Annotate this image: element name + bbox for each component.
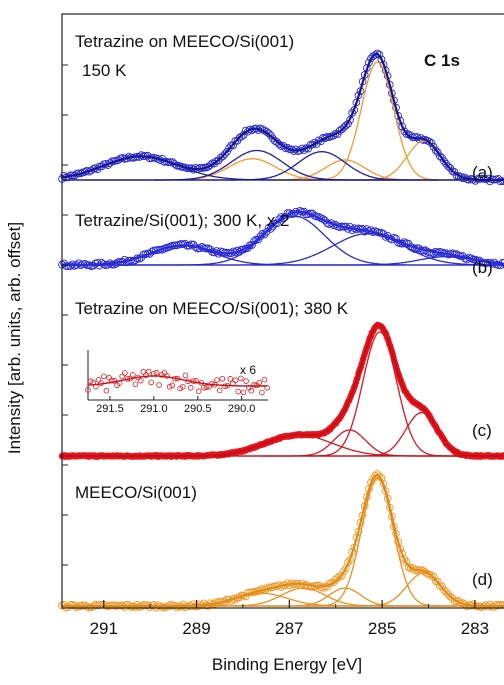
inset-label: x 6 [240,363,256,377]
inset-data-point [262,377,267,382]
inset-data-point [217,388,222,393]
panel-a-annotation-2: 150 K [82,61,127,80]
inset-data-point [141,369,146,374]
inset-x-tick-label: 290.0 [228,403,256,415]
panel-a-annotation-1: Tetrazine on MEECO/Si(001) [75,32,294,51]
panel-a-component-6 [76,151,438,181]
inset-data-point [228,376,233,381]
panel-a-label: (a) [472,163,493,182]
inset-data-point [241,390,246,395]
inset-x-tick-label: 291.0 [140,403,168,415]
y-axis-label: Intensity [arb. units, arb. offset] [5,222,24,454]
inset-data-point [104,388,109,393]
chart-title: C 1s [424,51,460,70]
inset-data-point [96,377,101,382]
inset-x-tick-label: 291.5 [96,403,124,415]
inset-data-point [236,389,241,394]
inset-data-point [157,383,162,388]
plot-area [59,50,504,611]
inset-data-point [196,389,201,394]
x-tick-label: 291 [90,619,118,638]
panel-a-component-1 [263,62,491,180]
panel-c-data-points [59,322,504,460]
x-tick-label: 287 [275,619,303,638]
panel-d-annotation-1: MEECO/Si(001) [75,483,197,502]
inset-plot: 291.5 291.0 290.5 290.0 [86,350,270,415]
inset-x-tick-label: 290.5 [184,403,212,415]
inset-data-point [149,380,154,385]
x-tick-label: 289 [182,619,210,638]
panel-c-label: (c) [472,421,492,440]
inset-data-point [138,378,143,383]
inset-data-point [215,378,220,383]
inset-data-point [133,382,138,387]
panel-c-fit-envelope [62,325,504,456]
panel-d-label: (d) [472,570,493,589]
panel-b-annotation-1: Tetrazine/Si(001); 300 K, x 2 [75,211,290,230]
panel-c-annotation-1: Tetrazine on MEECO/Si(001); 380 K [75,299,349,318]
panel-b-label: (b) [472,258,493,277]
inset-data-point [233,378,238,383]
x-axis-label: Binding Energy [eV] [212,655,362,674]
x-tick-label: 285 [368,619,396,638]
inset-data-point [220,376,225,381]
inset-data-point [122,371,127,376]
inset-data-point [101,374,106,379]
inset-data-point [130,373,135,378]
inset-data-point [249,388,254,393]
inset-data-point [183,373,188,378]
inset-data-point [257,380,262,385]
inset-data-point [244,379,249,384]
inset-data-point [120,374,125,379]
inset-data-point [146,369,151,374]
inset-data-point [259,390,264,395]
y-axis-ticks [62,65,68,565]
panel-c [59,322,504,460]
x-tick-label: 283 [461,619,489,638]
inset-data-point [188,385,193,390]
